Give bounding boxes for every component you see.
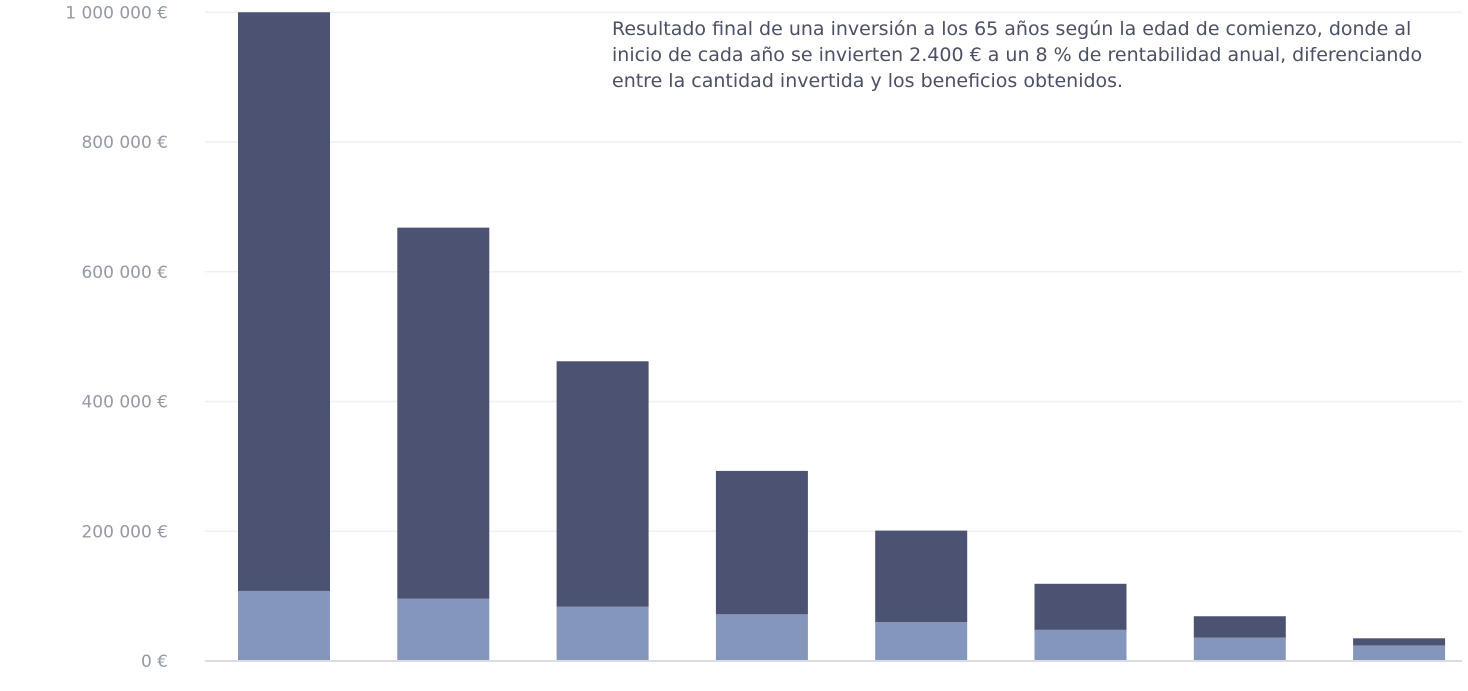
bar-segment-invested	[1193, 637, 1286, 661]
bar-segment-invested	[238, 590, 330, 661]
y-tick-label: 800 000 €	[81, 133, 168, 153]
y-tick-label: 200 000 €	[81, 522, 168, 542]
bar-segment-benefits	[1034, 583, 1127, 630]
bar-segment-invested	[397, 598, 490, 661]
bar-layer	[238, 12, 1446, 661]
bar-segment-benefits	[397, 227, 490, 599]
bar-segment-invested	[715, 614, 808, 661]
y-axis-ticks: 0 € 200 000 € 400 000 € 600 000 € 800 000 € 1…	[65, 3, 168, 672]
bar-segment-benefits	[1353, 638, 1446, 646]
y-tick-label: 1 000 000 €	[65, 3, 168, 23]
bar-segment-benefits	[238, 12, 330, 591]
bar-segment-invested	[1353, 645, 1446, 661]
bar-segment-benefits	[715, 470, 808, 615]
y-tick-label: 400 000 €	[81, 393, 168, 413]
chart-annotation: Resultado final de una inversión a los 6…	[612, 18, 1423, 92]
bar-segment-benefits	[1193, 616, 1286, 638]
bar-segment-benefits	[875, 530, 968, 623]
y-tick-label: 0 €	[141, 652, 168, 672]
bar-segment-invested	[1034, 629, 1127, 661]
bar-segment-invested	[556, 606, 649, 661]
bar-segment-benefits	[556, 361, 649, 607]
y-tick-label: 600 000 €	[81, 263, 168, 283]
bar-segment-invested	[875, 622, 968, 661]
